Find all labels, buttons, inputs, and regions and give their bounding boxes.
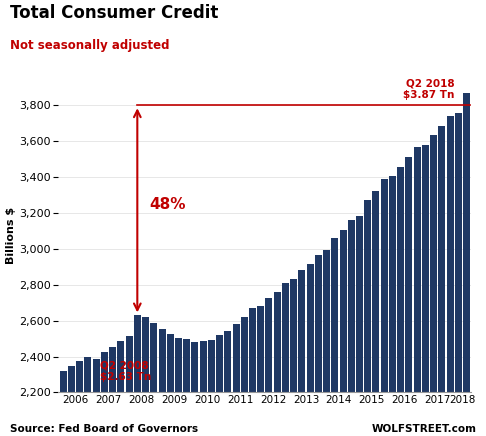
Bar <box>315 255 322 436</box>
Bar <box>331 238 338 436</box>
Bar <box>323 250 330 436</box>
Bar <box>340 229 347 436</box>
Bar <box>463 93 470 436</box>
Bar <box>414 147 420 436</box>
Bar <box>356 216 363 436</box>
Bar <box>298 270 305 436</box>
Bar <box>183 339 190 436</box>
Bar <box>85 357 91 436</box>
Bar <box>348 220 355 436</box>
Bar <box>60 371 67 436</box>
Bar <box>233 324 240 436</box>
Bar <box>225 331 231 436</box>
Text: Not seasonally adjusted: Not seasonally adjusted <box>10 39 169 52</box>
Bar <box>134 315 141 436</box>
Bar <box>191 342 198 436</box>
Bar <box>216 335 223 436</box>
Bar <box>389 176 396 436</box>
Bar <box>158 330 166 436</box>
Text: WOLFSTREET.com: WOLFSTREET.com <box>371 424 476 434</box>
Bar <box>249 308 256 436</box>
Bar <box>208 341 215 436</box>
Bar <box>422 145 429 436</box>
Bar <box>109 347 116 436</box>
Text: Q2 2008
$2.63 Tn: Q2 2008 $2.63 Tn <box>100 360 152 382</box>
Bar <box>175 338 182 436</box>
Bar <box>430 135 437 436</box>
Bar <box>241 317 248 436</box>
Bar <box>200 341 207 436</box>
Text: Q2 2018
$3.87 Tn: Q2 2018 $3.87 Tn <box>403 78 454 100</box>
Text: Source: Fed Board of Governors: Source: Fed Board of Governors <box>10 424 198 434</box>
Bar <box>167 334 174 436</box>
Bar <box>68 366 75 436</box>
Bar <box>282 283 289 436</box>
Bar <box>438 126 445 436</box>
Bar <box>372 191 380 436</box>
Text: Total Consumer Credit: Total Consumer Credit <box>10 4 218 22</box>
Bar <box>76 361 83 436</box>
Bar <box>364 200 371 436</box>
Bar <box>150 323 157 436</box>
Bar <box>93 359 100 436</box>
Bar <box>405 157 413 436</box>
Bar <box>290 279 297 436</box>
Bar <box>381 179 388 436</box>
Bar <box>397 167 404 436</box>
Bar <box>117 341 124 436</box>
Y-axis label: Billions $: Billions $ <box>6 207 16 264</box>
Bar <box>265 298 273 436</box>
Bar <box>125 336 133 436</box>
Bar <box>257 306 264 436</box>
Bar <box>274 292 281 436</box>
Bar <box>101 352 108 436</box>
Bar <box>447 116 453 436</box>
Text: 48%: 48% <box>150 198 186 212</box>
Bar <box>142 317 149 436</box>
Bar <box>455 113 462 436</box>
Bar <box>307 264 313 436</box>
